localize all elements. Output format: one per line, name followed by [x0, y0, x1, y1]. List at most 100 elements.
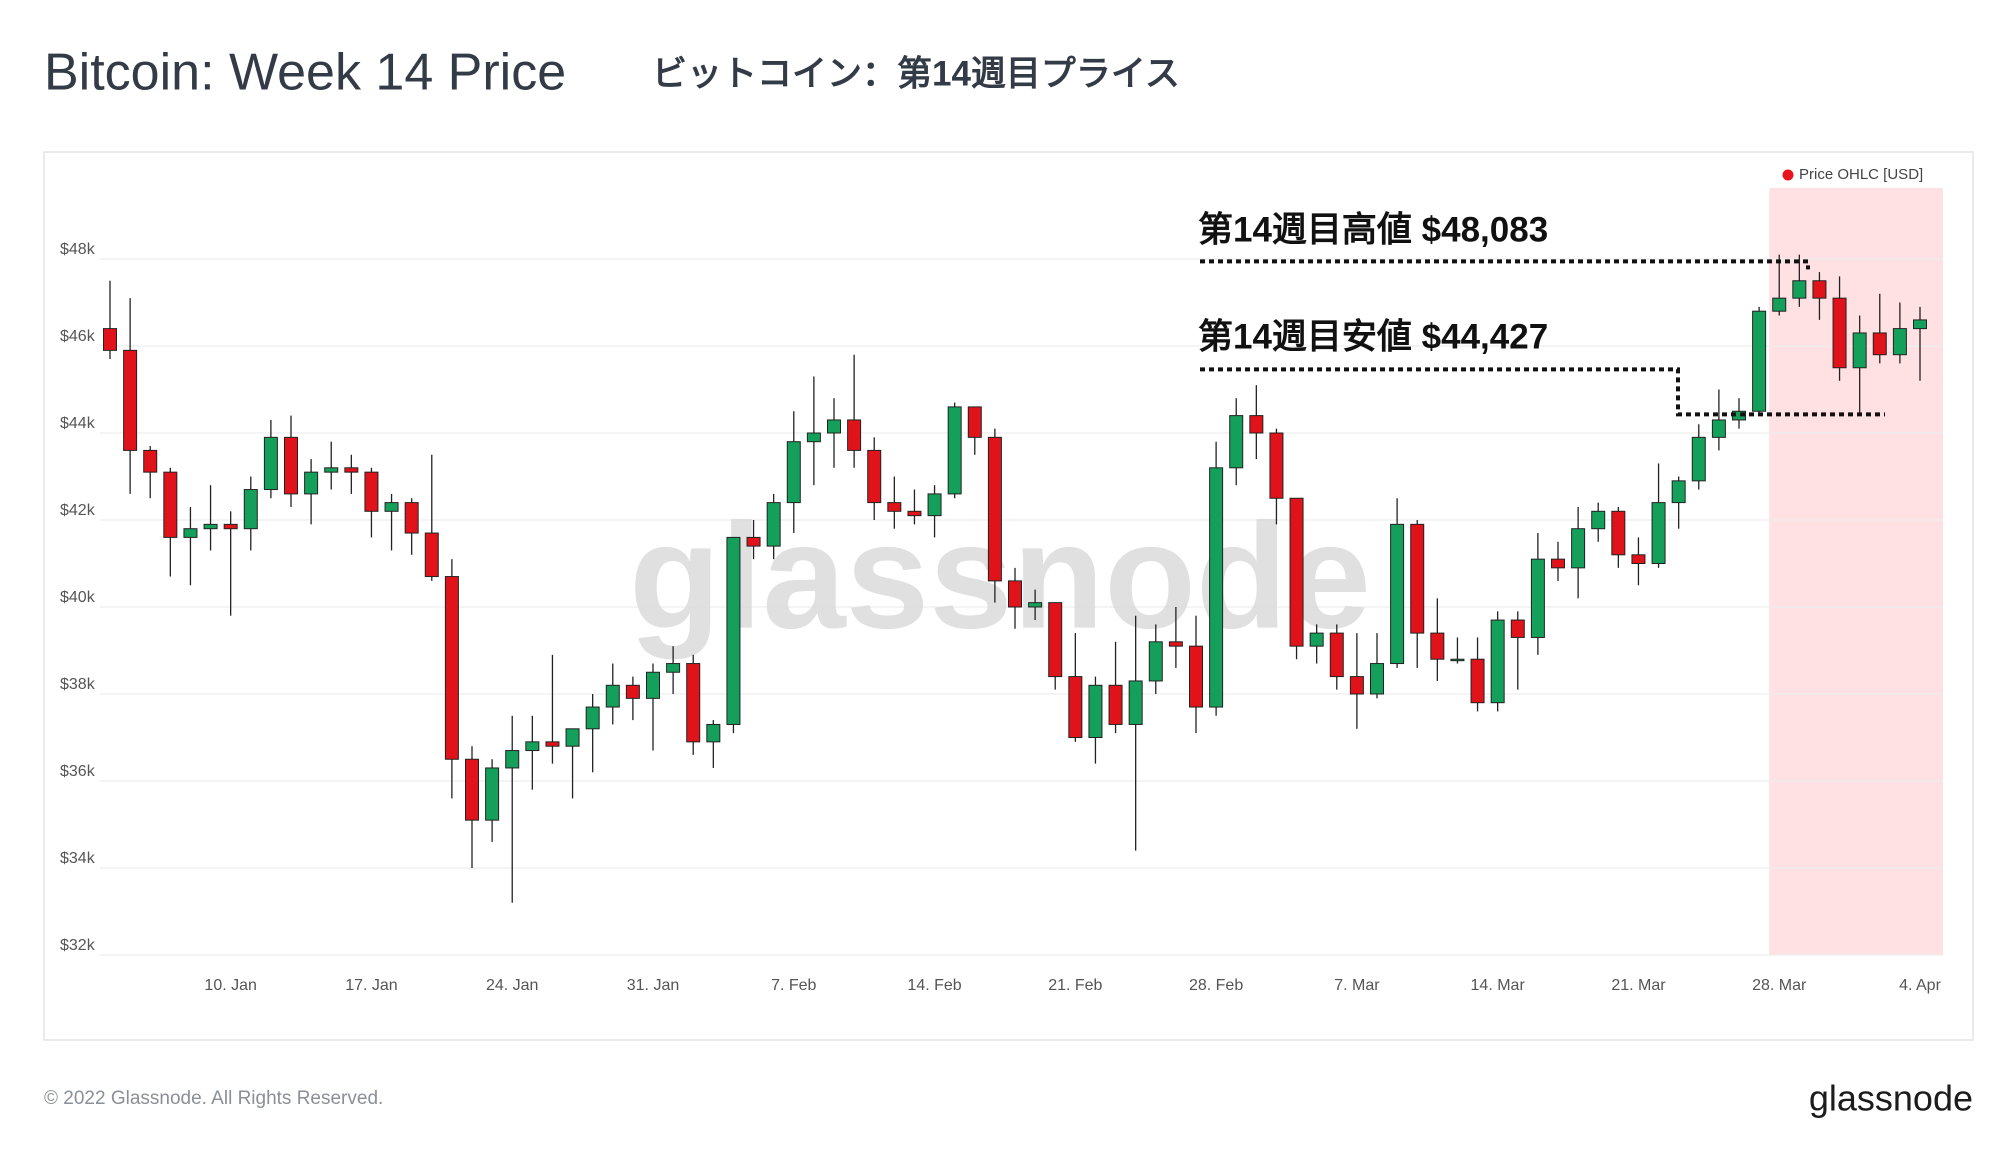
candle-body	[304, 471, 319, 495]
x-tick-label: 7. Mar	[1334, 977, 1380, 994]
x-tick-label: 21. Feb	[1048, 977, 1102, 994]
candle-body	[605, 684, 620, 708]
candle-body	[163, 471, 178, 538]
candle-body	[967, 406, 982, 438]
candle-body	[545, 741, 560, 747]
candle-body	[1571, 528, 1586, 569]
candle-body	[585, 706, 600, 730]
candle-body	[444, 576, 459, 760]
candle-body	[1792, 280, 1807, 299]
candle-body	[1691, 436, 1706, 482]
candle-body	[1410, 523, 1425, 634]
candle-body	[1008, 580, 1022, 608]
y-tick-label: $40k	[60, 589, 96, 606]
x-tick-label: 31. Jan	[627, 977, 679, 994]
candle-body	[1289, 497, 1304, 647]
candle-body	[103, 328, 117, 351]
x-tick-label: 7. Feb	[771, 977, 816, 994]
x-tick-label: 24. Jan	[486, 977, 538, 994]
candle-body	[706, 723, 721, 743]
candle-body	[1390, 523, 1405, 665]
candle-body	[1189, 645, 1203, 708]
candle-body	[465, 758, 479, 821]
candle-body	[1470, 658, 1485, 704]
candle-body	[1490, 619, 1505, 704]
candle-body	[1832, 297, 1847, 369]
y-tick-label: $44k	[60, 415, 96, 432]
y-tick-label: $34k	[60, 850, 96, 867]
candle-body	[1309, 632, 1324, 647]
candle-body	[1048, 602, 1063, 678]
candle-body	[1611, 510, 1626, 556]
candle-body	[243, 489, 258, 530]
x-tick-label: 14. Feb	[907, 977, 961, 994]
candle-body	[867, 449, 882, 504]
candle-body	[666, 663, 681, 673]
candle-body	[404, 502, 419, 534]
annotation-line	[1200, 259, 1810, 270]
candle-body	[223, 523, 238, 530]
annotation-label: 第14週目安値 $44,427	[1198, 318, 1548, 357]
candle-body	[364, 471, 379, 512]
candle-body	[1370, 663, 1384, 695]
candle-body	[1088, 684, 1103, 738]
logo: glassnode	[1809, 1078, 1973, 1119]
y-tick-label: $48k	[60, 241, 96, 258]
annotation-line	[1200, 367, 1885, 417]
candle-body	[786, 441, 801, 504]
chart-title: Bitcoin: Week 14 Price	[44, 44, 566, 102]
candle-body	[424, 532, 439, 578]
copyright: © 2022 Glassnode. All Rights Reserved.	[44, 1088, 383, 1109]
candle-body	[847, 419, 862, 451]
candle-body	[1450, 658, 1465, 662]
candle-body	[1530, 558, 1545, 638]
candle-body	[1168, 641, 1183, 647]
candle-body	[1852, 332, 1867, 369]
candle-body	[625, 684, 640, 699]
candle-body	[1913, 319, 1927, 330]
candle-body	[927, 493, 942, 517]
candle-body	[947, 406, 962, 495]
candle-body	[344, 467, 359, 473]
candle-body	[1068, 676, 1083, 738]
candle-body	[505, 750, 520, 769]
candle-body	[1671, 480, 1686, 504]
highlight-region	[1769, 188, 1943, 955]
candle-body	[907, 510, 922, 517]
candle-body	[525, 741, 540, 752]
candle-body	[686, 663, 701, 743]
y-tick-label: $42k	[60, 502, 96, 519]
y-tick-label: $46k	[60, 328, 96, 345]
candle-body	[806, 432, 821, 443]
x-tick-label: 10. Jan	[204, 977, 256, 994]
candle-body	[143, 449, 158, 473]
x-tick-label: 21. Mar	[1611, 977, 1666, 994]
legend-label: Price OHLC [USD]	[1799, 166, 1923, 183]
y-tick-label: $36k	[60, 763, 96, 780]
candle-body	[746, 536, 761, 547]
candle-body	[1631, 554, 1646, 564]
candle-body	[987, 436, 1002, 582]
candle-body	[1510, 619, 1525, 638]
legend-marker	[1782, 169, 1794, 181]
x-tick-label: 28. Feb	[1189, 977, 1243, 994]
candle-body	[1269, 432, 1284, 499]
candle-body	[123, 349, 138, 451]
candle-body	[887, 502, 902, 512]
candle-body	[1108, 684, 1123, 725]
candle-body	[1349, 676, 1364, 695]
candle-body	[1148, 641, 1163, 682]
chart-subtitle: ビットコイン：第14週目プライス	[652, 54, 1180, 93]
candle-body	[1329, 632, 1344, 678]
candle-body	[1651, 502, 1666, 565]
candle-body	[1591, 510, 1606, 530]
candle-body	[646, 671, 660, 699]
candle-body	[1209, 467, 1224, 708]
candle-body	[1249, 415, 1264, 434]
candle-body	[485, 767, 500, 821]
candle-body	[1772, 297, 1787, 312]
candle-body	[565, 728, 580, 747]
candle-body	[284, 436, 298, 495]
candle-body	[1229, 415, 1244, 469]
